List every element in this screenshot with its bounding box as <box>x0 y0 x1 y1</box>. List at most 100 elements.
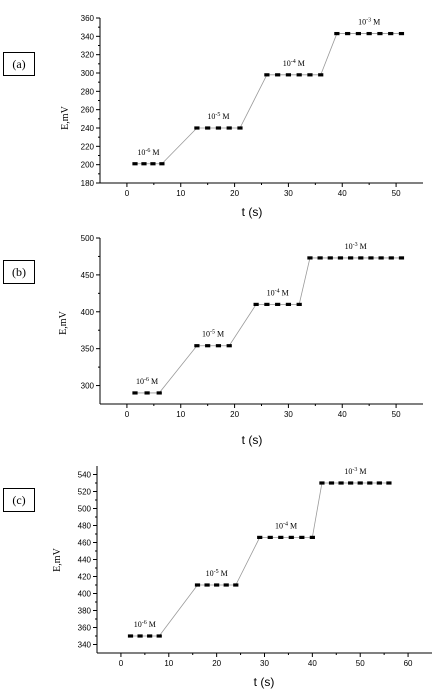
x-tick-label: 30 <box>260 659 269 668</box>
x-tick-label: 20 <box>230 189 239 198</box>
y-tick-label: 350 <box>81 345 95 354</box>
plateau-marker <box>275 302 281 306</box>
plateau-marker <box>156 391 162 395</box>
plateau-marker <box>309 535 315 539</box>
y-tick-label: 240 <box>81 124 95 133</box>
concentration-label: 10-4 M <box>283 59 305 68</box>
plateau-marker <box>398 31 405 36</box>
concentration-label: 10-5 M <box>202 330 224 339</box>
y-tick-label: 540 <box>78 471 92 480</box>
concentration-label: 10-6 M <box>137 148 159 157</box>
y-tick-label: 260 <box>81 106 95 115</box>
x-tick-label: 50 <box>356 659 365 668</box>
plateau-marker <box>127 634 134 638</box>
x-tick-label: 0 <box>125 410 130 419</box>
plateau-marker <box>398 256 405 260</box>
plateau-marker <box>267 535 273 539</box>
y-tick-label: 320 <box>81 51 95 60</box>
x-tick-label: 30 <box>284 410 293 419</box>
plateau-marker <box>355 31 361 36</box>
plateau-marker <box>348 256 354 260</box>
plateau-marker <box>194 344 200 348</box>
plateau-marker <box>264 73 270 77</box>
y-tick-label: 520 <box>78 488 92 497</box>
x-tick-label: 20 <box>230 410 239 419</box>
plateau-marker <box>327 256 333 260</box>
y-tick-label: 340 <box>78 641 92 650</box>
y-tick-label: 380 <box>78 607 92 616</box>
plateau-marker <box>147 634 153 638</box>
plateau-marker <box>226 344 232 348</box>
plateau-marker <box>144 391 150 395</box>
plateau-marker <box>159 162 165 166</box>
concentration-label: 10-3 M <box>358 18 380 27</box>
potential-trace-c <box>130 482 389 637</box>
plateau-marker <box>264 302 270 306</box>
plateau-marker <box>156 634 162 638</box>
y-tick-label: 220 <box>81 142 95 151</box>
plateau-marker <box>132 162 138 166</box>
y-tick-label: 180 <box>81 179 95 188</box>
y-axis-label: E,mV <box>58 310 69 334</box>
y-tick-label: 480 <box>78 522 92 531</box>
y-axis-label: E,mV <box>60 105 71 129</box>
plateau-marker <box>357 481 363 485</box>
plateau-marker <box>194 583 201 587</box>
chart-panel-c: (c) 340 360 380 400 420 440 460 480 500 520 540 0 10… <box>0 450 437 692</box>
plateau-marker <box>366 31 372 36</box>
y-tick-label: 280 <box>81 87 95 96</box>
potential-trace-b <box>134 257 402 394</box>
plateau-marker <box>204 583 210 587</box>
x-tick-label: 10 <box>176 410 185 419</box>
chart-panel-a: (a) 180 200 220 240 260 280 300 320 340 360 0 10 20 3… <box>0 0 437 228</box>
x-tick-label: 10 <box>176 189 185 198</box>
y-tick-label: 340 <box>81 32 95 41</box>
plateau-marker <box>296 73 302 77</box>
plateau-marker <box>318 73 324 77</box>
x-tick-label: 40 <box>308 659 317 668</box>
x-axis-label: t (s) <box>242 433 263 447</box>
concentration-label: 10-5 M <box>206 569 228 578</box>
concentration-label: 10-3 M <box>344 467 366 476</box>
panel-label-a: (a) <box>3 52 35 76</box>
plateau-marker <box>377 31 383 36</box>
plateau-marker <box>205 344 211 348</box>
plateau-marker <box>237 126 243 130</box>
plateau-marker <box>275 73 281 77</box>
y-tick-label: 400 <box>78 590 92 599</box>
plateau-marker <box>345 31 351 36</box>
x-tick-label: 30 <box>284 189 293 198</box>
plateau-marker <box>285 73 292 77</box>
plateau-marker <box>317 256 323 260</box>
plateau-marker <box>278 535 284 539</box>
y-tick-label: 420 <box>78 573 92 582</box>
plateau-marker <box>388 31 394 36</box>
chart-panel-b: (b) 300 350 400 450 500 0 10 20 30 40 50 E,mV t (s) 1… <box>0 228 437 450</box>
y-tick-label: 360 <box>81 14 95 23</box>
y-tick-label: 440 <box>78 556 92 565</box>
plateau-marker <box>299 535 305 539</box>
panel-label-b: (b) <box>3 260 35 284</box>
y-tick-label: 400 <box>81 308 95 317</box>
x-tick-label: 40 <box>338 189 347 198</box>
plateau-marker <box>137 634 143 638</box>
plateau-marker <box>307 73 313 77</box>
x-axis-label: t (s) <box>242 205 263 219</box>
concentration-label: 10-6 M <box>136 377 158 386</box>
plateau-marker <box>378 256 384 260</box>
x-tick-label: 0 <box>125 189 130 198</box>
plateau-marker <box>215 126 222 130</box>
plateau-marker <box>223 583 229 587</box>
chart-a-svg: 180 200 220 240 260 280 300 320 340 360 0 10 20 30 40 5… <box>60 14 423 219</box>
plateau-marker <box>368 256 374 260</box>
plateau-marker <box>194 126 200 130</box>
plateau-marker <box>296 302 302 306</box>
chart-b-svg: 300 350 400 450 500 0 10 20 30 40 50 E,mV t (s) 10-6 … <box>58 234 423 447</box>
plateau-marker <box>376 481 382 485</box>
plateau-marker <box>215 344 222 348</box>
y-tick-label: 300 <box>81 69 95 78</box>
plateau-marker <box>386 481 392 485</box>
plateau-marker <box>253 302 259 306</box>
plateau-marker <box>233 583 239 587</box>
plateau-marker <box>388 256 394 260</box>
